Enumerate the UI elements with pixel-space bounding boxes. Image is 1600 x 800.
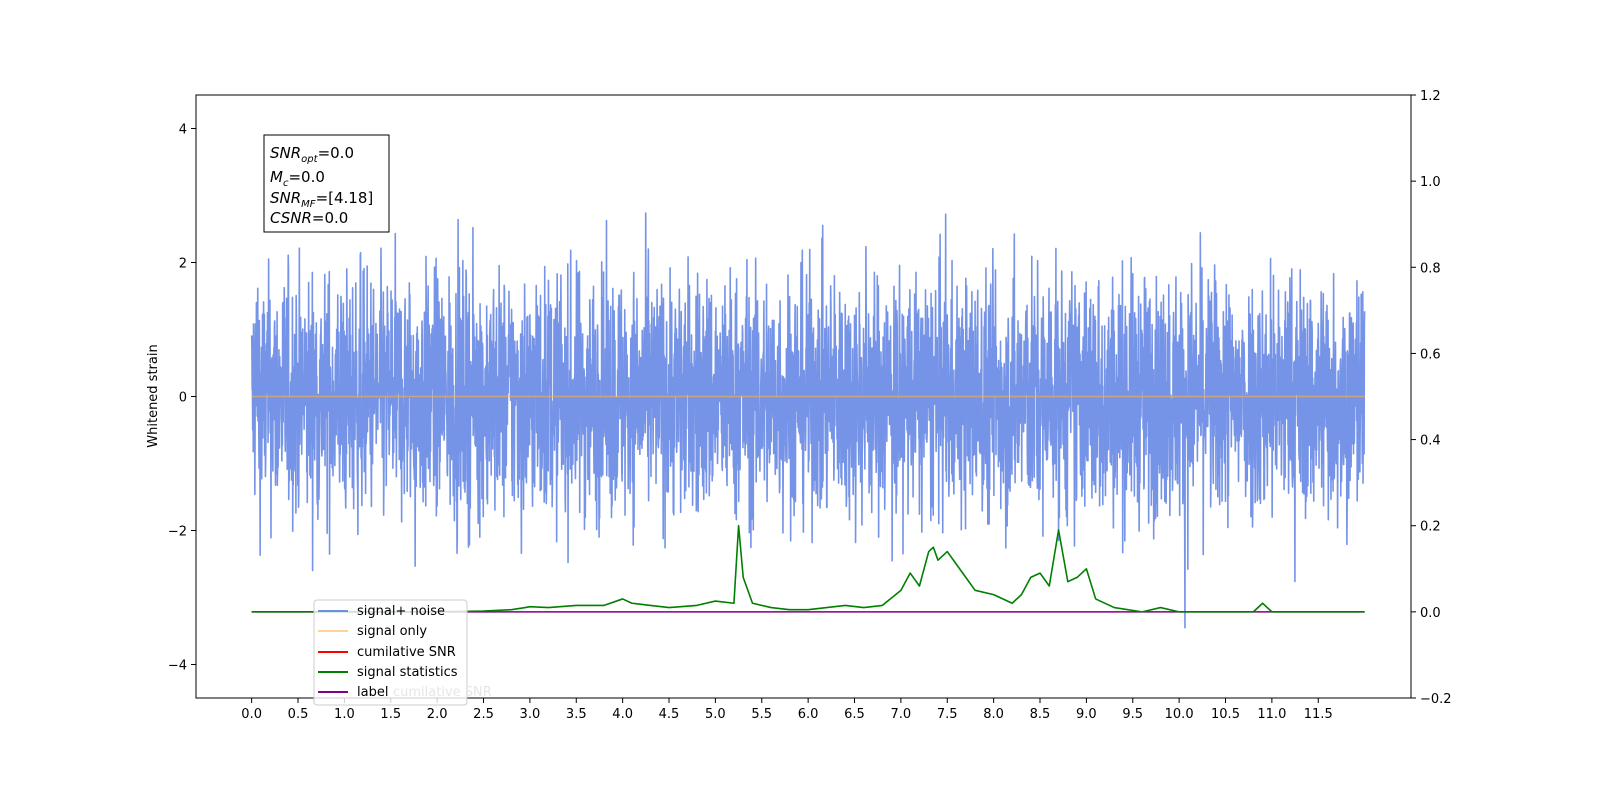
x-tick-label: 11.5 (1304, 707, 1333, 722)
x-tick-label: 1.0 (334, 707, 355, 722)
y-tick-label: 4 (179, 123, 187, 138)
y2-tick-label: 1.0 (1420, 175, 1441, 190)
y-axis-ticks: 4 2 0 −2 −4 (168, 123, 196, 674)
x-tick-label: 5.0 (705, 707, 726, 722)
x-tick-label: 7.0 (891, 707, 912, 722)
legend-hidden-label: cumilative SNR (393, 685, 492, 700)
x-tick-label: 8.0 (983, 707, 1004, 722)
y-axis-label: Whitened strain (146, 344, 161, 447)
x-tick-label: 3.5 (566, 707, 587, 722)
x-tick-label: 6.0 (798, 707, 819, 722)
x-tick-label: 4.0 (612, 707, 633, 722)
x-tick-label: 9.5 (1122, 707, 1143, 722)
x-tick-label: 8.5 (1030, 707, 1051, 722)
y2-tick-label: 0.0 (1420, 606, 1441, 621)
snr-mf-label: SNRMF=[4.18] (270, 189, 373, 210)
x-tick-label: 0.0 (241, 707, 262, 722)
x-tick-label: 0.5 (288, 707, 309, 722)
plot-area (250, 212, 1366, 629)
legend-label-signal-only: signal only (357, 624, 427, 639)
signal-statistics-line (251, 524, 1365, 613)
x-tick-label: 4.5 (659, 707, 680, 722)
snr-opt-label: SNRopt=0.0 (270, 144, 354, 165)
y2-tick-label: 1.2 (1420, 89, 1441, 104)
y-tick-label: −4 (168, 659, 187, 674)
y2-axis-ticks: 1.2 1.0 0.8 0.6 0.4 0.2 0.0 −0.2 (1411, 89, 1452, 707)
x-tick-label: 7.5 (937, 707, 958, 722)
legend: signal+ noise signal only cumilative SNR… (313, 599, 492, 706)
legend-label-label: label (357, 685, 388, 700)
info-box: SNRopt=0.0 Mc=0.0 SNRMF=[4.18] CSNR=0.0 (263, 134, 390, 233)
x-tick-label: 2.5 (473, 707, 494, 722)
y-tick-label: 2 (179, 257, 187, 272)
x-tick-label: 2.0 (427, 707, 448, 722)
x-tick-label: 5.5 (751, 707, 772, 722)
x-tick-label: 10.5 (1211, 707, 1240, 722)
x-axis-ticks: 0.0 0.5 1.0 1.5 2.0 2.5 3.0 3.5 4.0 4.5 5.0 5.5 6.0 6… (241, 698, 1333, 722)
legend-label-signal-statistics: signal statistics (357, 665, 458, 680)
signal-noise-line (250, 212, 1366, 629)
y-tick-label: 0 (179, 391, 187, 406)
csnr-label: CSNR=0.0 (270, 209, 348, 227)
x-tick-label: 3.0 (520, 707, 541, 722)
mc-label: Mc=0.0 (270, 168, 325, 189)
y2-tick-label: 0.8 (1420, 261, 1441, 276)
x-tick-label: 1.5 (380, 707, 401, 722)
x-tick-label: 11.0 (1257, 707, 1286, 722)
legend-label-cumulative-snr: cumilative SNR (357, 645, 456, 660)
y2-tick-label: 0.4 (1420, 434, 1441, 449)
x-tick-label: 6.5 (844, 707, 865, 722)
x-tick-label: 10.0 (1165, 707, 1194, 722)
plot-frame (195, 94, 1412, 699)
y2-tick-label: −0.2 (1420, 692, 1452, 707)
y2-tick-label: 0.6 (1420, 347, 1441, 362)
y2-tick-label: 0.2 (1420, 520, 1441, 535)
y-tick-label: −2 (168, 525, 187, 540)
legend-label-signal-noise: signal+ noise (357, 604, 445, 619)
x-tick-label: 9.0 (1076, 707, 1097, 722)
